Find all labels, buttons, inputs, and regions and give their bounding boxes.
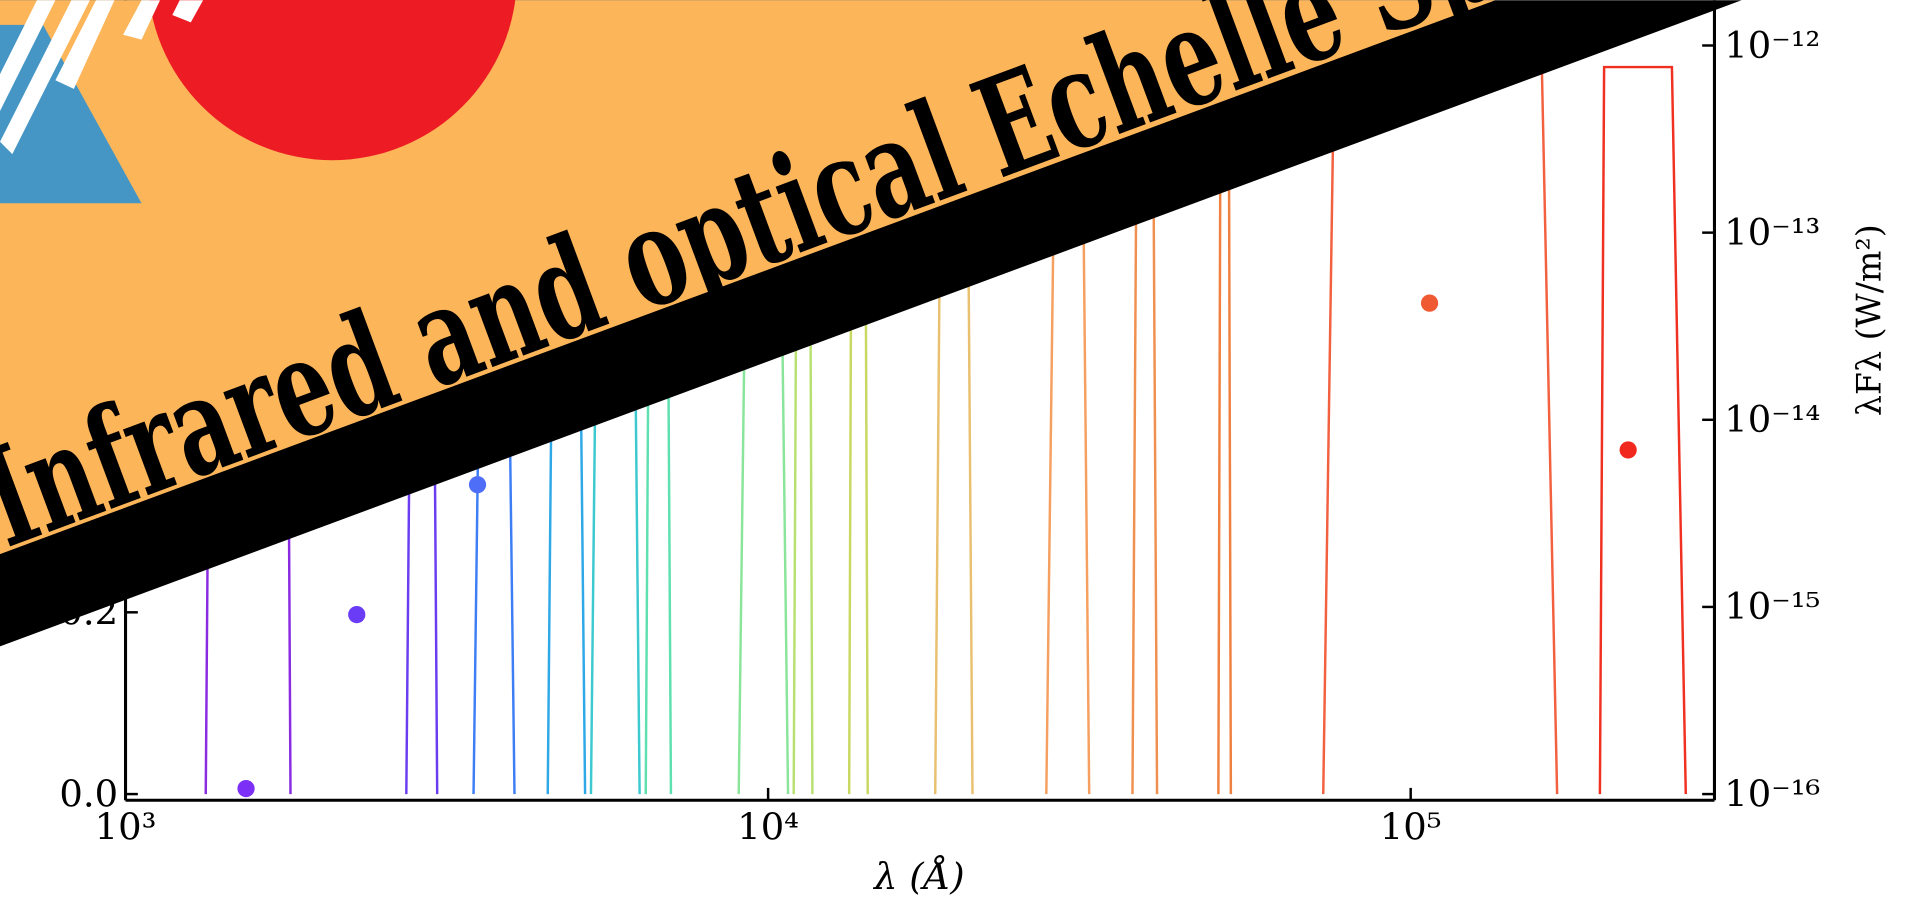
y2-axis-label: λFλ (W/m²) xyxy=(1850,224,1889,416)
decor-circle xyxy=(149,0,516,161)
x-tick-label: 10⁵ xyxy=(1380,806,1442,849)
y2-tick-label: 10⁻¹³ xyxy=(1724,211,1820,254)
x-axis-label: λ (Å) xyxy=(872,854,965,898)
y2-tick-label: 10⁻¹² xyxy=(1724,24,1820,67)
x-tick-label: 10³ xyxy=(95,806,157,849)
decor-triangle xyxy=(0,24,142,204)
x-tick-label: 10⁴ xyxy=(737,806,799,849)
photometry-point xyxy=(1420,294,1439,312)
y2-tick-label: 10⁻¹⁵ xyxy=(1724,585,1820,628)
filter-curve xyxy=(1322,65,1559,795)
y-tick-label: 0.0 xyxy=(59,772,118,815)
photometry-point xyxy=(1619,441,1637,459)
photometry-point xyxy=(237,779,255,798)
banner: Infrared and optical Echelle Spec xyxy=(0,0,1742,647)
photometry-point xyxy=(348,605,366,624)
photometry-point xyxy=(468,476,487,494)
y2-tick-label: 10⁻¹⁴ xyxy=(1724,398,1820,441)
y2-tick-label: 10⁻¹⁶ xyxy=(1724,772,1820,815)
filter-curve xyxy=(1598,65,1688,795)
